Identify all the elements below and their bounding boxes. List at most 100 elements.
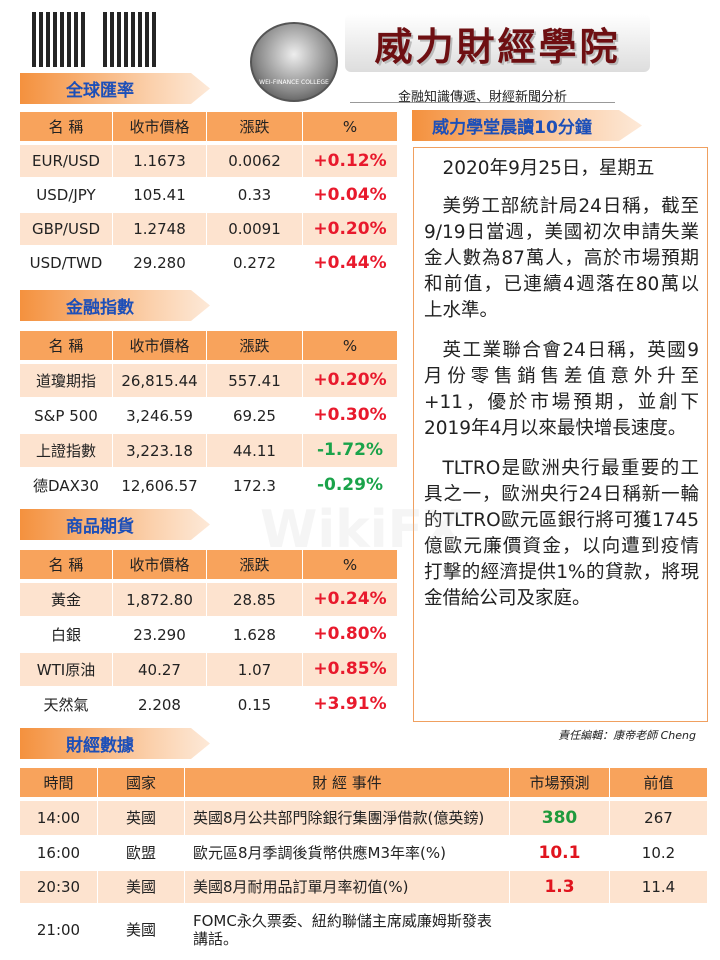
- column-header: 名 稱: [20, 331, 113, 362]
- table-cell: GBP/USD: [20, 213, 113, 247]
- editor: 責任編輯：康帝老師 Cheng: [558, 729, 696, 742]
- qr-code: [32, 12, 87, 67]
- news-body: 美勞工部統計局24日稱，截至9/19日當週，美國初次申請失業金人數為87萬人，高…: [424, 194, 699, 612]
- table-cell: FOMC永久票委、紐約聯儲主席威廉姆斯發表講話。: [185, 905, 510, 957]
- table-cell: -0.29%: [303, 469, 398, 504]
- section-tab: 財經數據: [20, 728, 210, 759]
- table-cell: 267: [610, 801, 708, 837]
- column-header: 漲跌: [207, 550, 303, 581]
- table-cell: 172.3: [207, 469, 303, 504]
- table-cell: +0.80%: [303, 618, 398, 653]
- column-header: 漲跌: [207, 331, 303, 362]
- table-cell: +3.91%: [303, 688, 398, 723]
- subtitle: 金融知識傳遞、財經新聞分析: [398, 90, 568, 105]
- table-cell: 21:00: [20, 905, 98, 957]
- title: 威力財經學院: [374, 24, 621, 69]
- table-cell: +0.04%: [303, 179, 398, 213]
- table-cell: +0.12%: [303, 145, 398, 179]
- table-cell: 29.280: [113, 247, 207, 281]
- column-header: 收市價格: [113, 331, 207, 362]
- table-cell: 0.272: [207, 247, 303, 281]
- table-cell: 1.628: [207, 618, 303, 653]
- table-cell: 美國: [98, 871, 185, 905]
- table-cell: [510, 905, 610, 957]
- table-cell: 0.33: [207, 179, 303, 213]
- table-cell: 20:30: [20, 871, 98, 905]
- qr-code: [103, 12, 158, 67]
- column-header: 名 稱: [20, 112, 113, 143]
- table-cell: 44.11: [207, 434, 303, 469]
- column-header: 市場預測: [510, 768, 610, 799]
- table-cell: 歐盟: [98, 837, 185, 871]
- table-cell: +0.30%: [303, 399, 398, 434]
- title-box: 威力財經學院: [345, 14, 650, 72]
- table-cell: 3,246.59: [113, 399, 207, 434]
- table-cell: 380: [510, 801, 610, 837]
- column-header: 國家: [98, 768, 185, 799]
- table-cell: 美國8月耐用品訂單月率初值(%): [185, 871, 510, 905]
- news-paragraph: 英工業聯合會24日稱，英國9月份零售銷售差值意外升至+11，優於市場預期，並創下…: [424, 340, 699, 439]
- table-cell: 1.2748: [113, 213, 207, 247]
- table-cell: 69.25: [207, 399, 303, 434]
- table-cell: 16:00: [20, 837, 98, 871]
- logo-text: WEI-FINANCE COLLEGE: [259, 79, 329, 86]
- column-header: 收市價格: [113, 112, 207, 143]
- column-header: 前值: [610, 768, 708, 799]
- table-cell: 11.4: [610, 871, 708, 905]
- table-cell: +0.44%: [303, 247, 398, 281]
- column-header: %: [303, 331, 398, 362]
- news-date: 2020年9月25日，星期五: [442, 158, 655, 179]
- table-cell: +0.85%: [303, 653, 398, 688]
- table-cell: 歐元區8月季調後貨幣供應M3年率(%): [185, 837, 510, 871]
- column-header: 時間: [20, 768, 98, 799]
- table-cell: USD/JPY: [20, 179, 113, 213]
- table-cell: [610, 905, 708, 957]
- section-tab: 金融指數: [20, 290, 210, 321]
- table-cell: 26,815.44: [113, 364, 207, 399]
- table-cell: 1.1673: [113, 145, 207, 179]
- table-cell: 557.41: [207, 364, 303, 399]
- table-cell: 英國: [98, 801, 185, 837]
- rule: [350, 102, 615, 103]
- table-cell: 0.0091: [207, 213, 303, 247]
- table-cell: 40.27: [113, 653, 207, 688]
- table-cell: 14:00: [20, 801, 98, 837]
- table-cell: 天然氣: [20, 688, 113, 723]
- column-header: 漲跌: [207, 112, 303, 143]
- table-cell: 道瓊期指: [20, 364, 113, 399]
- table-cell: 1,872.80: [113, 583, 207, 618]
- table-cell: +0.20%: [303, 364, 398, 399]
- table-cell: USD/TWD: [20, 247, 113, 281]
- table-cell: 英國8月公共部門除銀行集團淨借款(億英鎊): [185, 801, 510, 837]
- column-header: %: [303, 550, 398, 581]
- news-box: 2020年9月25日，星期五 美勞工部統計局24日稱，截至9/19日當週，美國初…: [413, 147, 708, 722]
- table-cell: 105.41: [113, 179, 207, 213]
- table-cell: 2.208: [113, 688, 207, 723]
- table-cell: 1.07: [207, 653, 303, 688]
- table-cell: +0.20%: [303, 213, 398, 247]
- table-cell: WTI原油: [20, 653, 113, 688]
- news-paragraph: TLTRO是歐洲央行最重要的工具之一，歐洲央行24日稱新一輪的TLTRO歐元區銀…: [424, 458, 699, 609]
- table-cell: 10.1: [510, 837, 610, 871]
- table-cell: EUR/USD: [20, 145, 113, 179]
- logo: WEI-FINANCE COLLEGE: [250, 22, 338, 102]
- section-tab: 威力學堂晨讀10分鐘: [412, 110, 642, 141]
- table-cell: 黃金: [20, 583, 113, 618]
- table-cell: 白銀: [20, 618, 113, 653]
- section-tab: 商品期貨: [20, 509, 210, 540]
- column-header: 名 稱: [20, 550, 113, 581]
- table-cell: 10.2: [610, 837, 708, 871]
- table-cell: -1.72%: [303, 434, 398, 469]
- table-cell: 美國: [98, 905, 185, 957]
- column-header: %: [303, 112, 398, 143]
- table-cell: 上證指數: [20, 434, 113, 469]
- table-cell: 德DAX30: [20, 469, 113, 504]
- news-paragraph: 美勞工部統計局24日稱，截至9/19日當週，美國初次申請失業金人數為87萬人，高…: [424, 196, 699, 321]
- table-cell: 1.3: [510, 871, 610, 905]
- column-header: 財 經 事件: [185, 768, 510, 799]
- table-cell: 12,606.57: [113, 469, 207, 504]
- table-cell: 3,223.18: [113, 434, 207, 469]
- column-header: 收市價格: [113, 550, 207, 581]
- table-cell: +0.24%: [303, 583, 398, 618]
